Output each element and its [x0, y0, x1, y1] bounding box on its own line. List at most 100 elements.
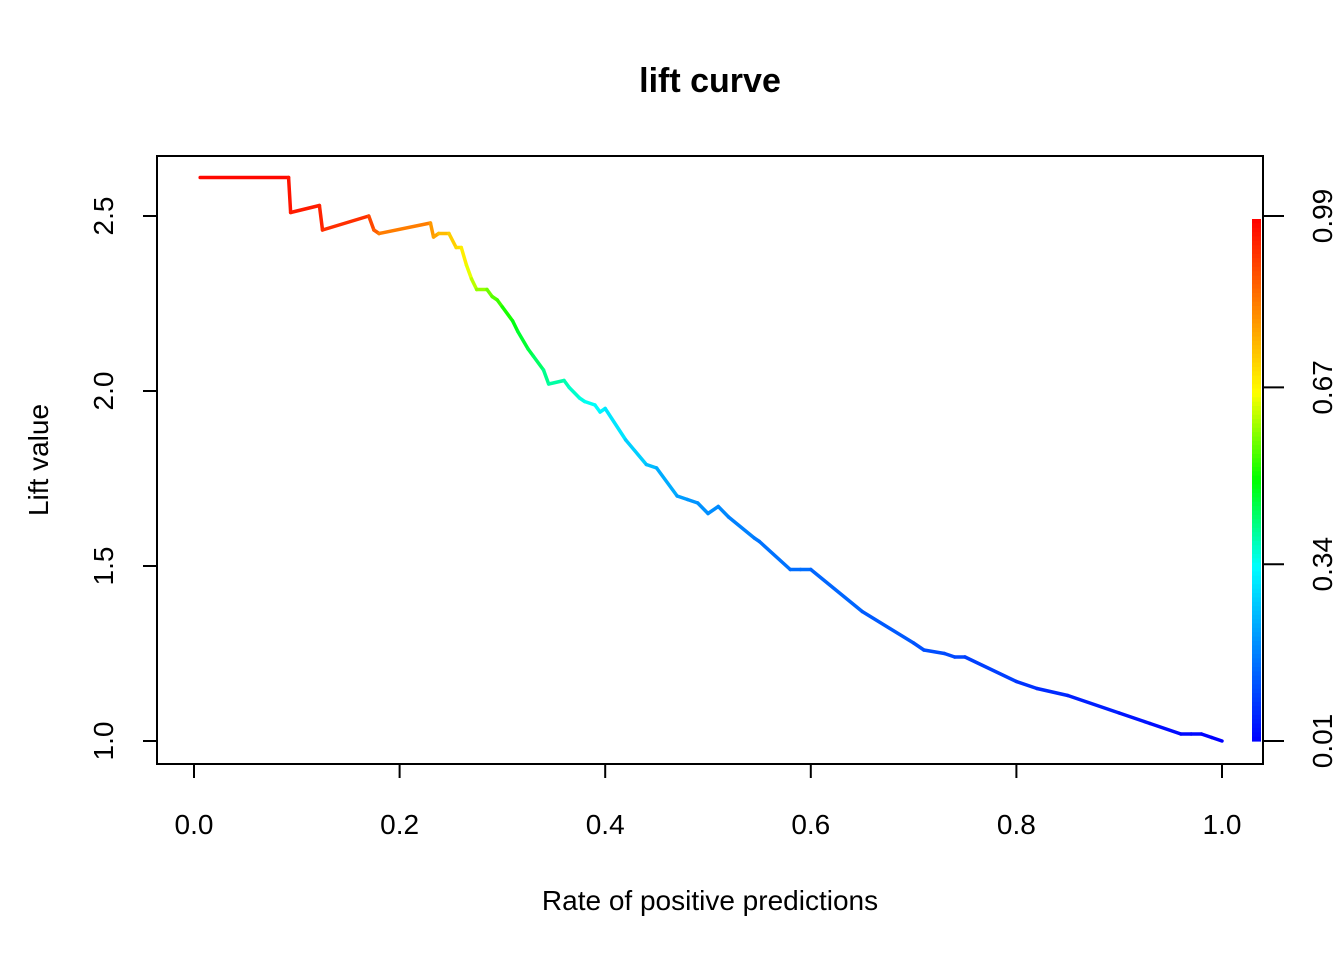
- colorbar-slice: [1252, 640, 1261, 646]
- colorbar-slice: [1252, 466, 1261, 472]
- colorbar-slice: [1252, 436, 1261, 442]
- colorbar-slice: [1252, 719, 1261, 725]
- colorbar-slice: [1252, 345, 1261, 351]
- colorbar-slice: [1252, 401, 1261, 407]
- colorbar-slice: [1252, 219, 1261, 224]
- colorbar-slice: [1252, 249, 1261, 255]
- colorbar-slice: [1252, 258, 1261, 264]
- colorbar-slice: [1252, 532, 1261, 538]
- colorbar-slice: [1252, 245, 1261, 251]
- curve-segment: [706, 504, 721, 516]
- curve-segment: [288, 203, 322, 215]
- colorbar-slice: [1252, 680, 1261, 686]
- colorbar-axis: 0.01 0.34 0.67 0.99: [1262, 189, 1338, 768]
- colorbar-slice: [1252, 414, 1261, 420]
- colorbar-slice: [1252, 406, 1261, 411]
- colorbar-slice: [1252, 627, 1261, 633]
- x-axis: 0.0 0.2 0.4 0.6 0.8 1.0: [175, 763, 1241, 840]
- y-axis-title: Lift value: [23, 404, 54, 516]
- colorbar-slice: [1252, 449, 1261, 455]
- colorbar-slice: [1252, 606, 1261, 612]
- colorbar-slice: [1252, 575, 1261, 581]
- colorbar-slice: [1252, 227, 1261, 233]
- colorbar-slice: [1252, 301, 1261, 307]
- y-axis: 1.0 1.5 2.0 2.5: [88, 197, 158, 761]
- x-tick-label: 0.8: [997, 809, 1036, 840]
- colorbar-slice: [1252, 649, 1261, 655]
- colorbar-slice: [1252, 597, 1261, 603]
- x-axis-title: Rate of positive predictions: [542, 885, 878, 916]
- colorbar-slice: [1252, 697, 1261, 703]
- colorbar-slice: [1252, 523, 1261, 529]
- colorbar-slice: [1252, 327, 1261, 333]
- colorbar-slice: [1252, 632, 1261, 638]
- curve-segment: [603, 406, 628, 442]
- curve-segment: [963, 655, 1019, 684]
- curve-segment: [624, 438, 649, 467]
- curve-segment: [367, 214, 376, 232]
- colorbar-slice: [1252, 336, 1261, 342]
- colorbar-slice: [1252, 553, 1261, 559]
- colorbar-slice: [1252, 423, 1261, 429]
- curve-segment: [567, 385, 582, 400]
- colorbar-slice: [1252, 645, 1261, 651]
- colorbar-slice: [1252, 358, 1261, 364]
- curve-segment: [922, 648, 947, 656]
- curve-segment: [1117, 711, 1152, 726]
- colorbar-slice: [1252, 488, 1261, 494]
- colorbar-slice: [1252, 510, 1261, 516]
- colorbar-slice: [1252, 419, 1261, 425]
- x-tick-label: 0.2: [380, 809, 419, 840]
- colorbar-slice: [1252, 314, 1261, 320]
- colorbar-slice: [1252, 475, 1261, 481]
- colorbar-slice: [1252, 727, 1261, 733]
- colorbar-slice: [1252, 723, 1261, 729]
- colorbar-slice: [1252, 636, 1261, 642]
- curve-segment: [317, 203, 325, 232]
- colorbar-slice: [1252, 332, 1261, 338]
- colorbar-slice: [1252, 366, 1261, 372]
- colorbar-slice: [1252, 340, 1261, 346]
- curve-segment: [1199, 732, 1214, 740]
- curve-segment: [942, 651, 957, 659]
- colorbar-slice: [1252, 471, 1261, 477]
- colorbar-slice: [1252, 619, 1261, 625]
- colorbar-slice: [1252, 588, 1261, 594]
- curve-segment: [757, 539, 792, 572]
- colorbar-slice: [1252, 580, 1261, 585]
- colorbar-slice: [1252, 514, 1261, 520]
- colorbar-slice: [1252, 706, 1261, 712]
- curve-segment: [531, 354, 546, 372]
- curve-segment: [911, 641, 926, 652]
- colorbar-slice: [1252, 432, 1261, 438]
- curve-segment: [726, 515, 757, 540]
- colorbar-tick-label: 0.67: [1307, 360, 1338, 415]
- y-tick-label: 1.0: [88, 722, 119, 761]
- curve-segment: [516, 329, 530, 351]
- colorbar-slice: [1252, 549, 1261, 555]
- colorbar-slice: [1252, 253, 1261, 259]
- colorbar-slice: [1252, 284, 1261, 290]
- curve-segment: [500, 305, 515, 323]
- colorbar-slice: [1252, 240, 1261, 246]
- y-tick-label: 1.5: [88, 547, 119, 586]
- colorbar-slice: [1252, 379, 1261, 385]
- curve-segment: [377, 221, 433, 236]
- colorbar-slice: [1252, 710, 1261, 716]
- colorbar-slice: [1252, 393, 1261, 398]
- colorbar-slice: [1252, 462, 1261, 468]
- colorbar-slice: [1252, 297, 1261, 303]
- colorbar-slice: [1252, 493, 1261, 498]
- curve-segment: [541, 368, 551, 386]
- curve-segment: [644, 462, 659, 470]
- plot-frame: [156, 155, 1264, 765]
- curve-segment: [675, 494, 690, 502]
- colorbar-slice: [1252, 223, 1261, 229]
- curve-segment: [546, 378, 566, 386]
- colorbar-slice: [1252, 658, 1261, 664]
- curve-segment: [685, 497, 700, 505]
- colorbar-slice: [1252, 701, 1261, 707]
- colorbar-slice: [1252, 275, 1261, 281]
- colorbar-slice: [1252, 571, 1261, 577]
- colorbar-slice: [1252, 693, 1261, 699]
